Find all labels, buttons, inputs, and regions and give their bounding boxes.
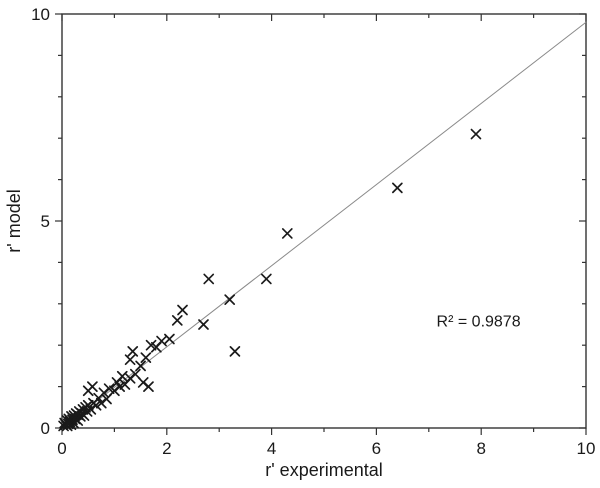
scatter-marker: [203, 273, 215, 285]
scatter-marker: [198, 319, 209, 330]
x-tick-label: 8: [476, 439, 485, 458]
scatter-marker: [392, 182, 403, 194]
x-tick-label: 4: [267, 439, 276, 458]
scatter-marker: [177, 304, 188, 316]
scatter-marker: [74, 411, 86, 422]
scatter-marker: [224, 294, 236, 306]
x-axis-title: r' experimental: [265, 460, 382, 480]
y-tick-label: 0: [41, 419, 50, 438]
y-tick-label: 10: [31, 5, 50, 24]
scatter-marker: [124, 354, 136, 366]
scatter-marker: [171, 315, 183, 326]
scatter-marker: [127, 346, 139, 357]
scatter-marker: [143, 381, 154, 392]
y-tick-label: 5: [41, 212, 50, 231]
scatter-marker: [87, 381, 98, 392]
scatter-marker: [229, 346, 241, 357]
x-tick-label: 2: [162, 439, 171, 458]
scatter-marker: [140, 352, 152, 363]
x-tick-label: 0: [57, 439, 66, 458]
scatter-marker: [114, 381, 125, 392]
scatter-marker: [90, 399, 102, 411]
scatter-marker: [101, 393, 112, 405]
y-axis-title: r' model: [4, 189, 24, 252]
scatter-marker: [130, 368, 141, 380]
scatter-marker: [470, 128, 482, 140]
scatter-marker: [135, 360, 146, 372]
scatter-marker: [164, 333, 175, 345]
scatter-marker: [261, 273, 272, 285]
trend-line: [61, 21, 587, 429]
scatter-marker: [145, 339, 157, 351]
r-squared-annotation: R² = 0.9878: [437, 314, 521, 331]
scatter-marker: [281, 228, 293, 239]
scatter-marker: [103, 383, 115, 395]
x-tick-label: 10: [577, 439, 596, 458]
x-tick-label: 6: [372, 439, 381, 458]
